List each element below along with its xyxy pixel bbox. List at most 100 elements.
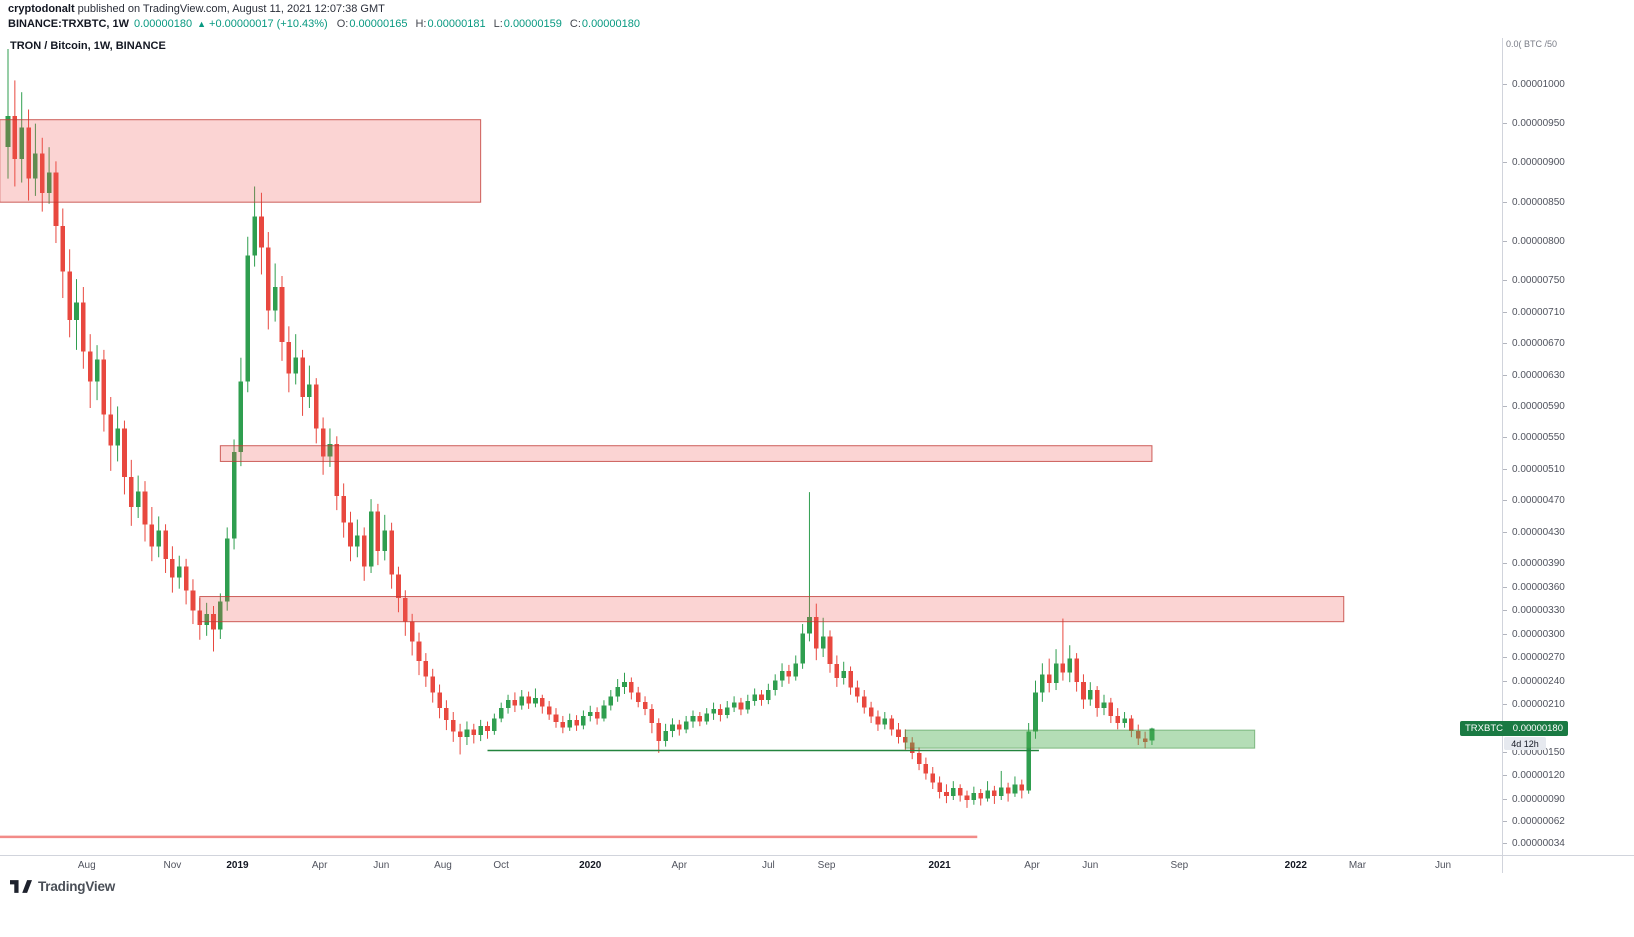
ohlc-key: H: (415, 18, 427, 30)
price-axis[interactable]: 0.00001000 0.00000950 0.00000900 0.00000850… (1502, 38, 1634, 873)
candle-body (39, 153, 45, 193)
candle-body (348, 522, 353, 547)
price-axis-label: 0.00000510 (1503, 463, 1565, 475)
candle-body (1108, 702, 1114, 716)
candle-body (334, 444, 340, 496)
axis-tick (1503, 201, 1507, 203)
candle-body (964, 795, 970, 801)
candle-body (1046, 674, 1052, 683)
time-axis-label: Sep (1170, 860, 1189, 871)
price-axis-label: 0.00000150 (1503, 746, 1565, 758)
candle-body (1101, 702, 1107, 709)
candle-body (389, 530, 394, 575)
candle-body (423, 660, 429, 677)
time-axis-label: Jun (1082, 860, 1099, 871)
candle-body (1115, 715, 1120, 724)
tradingview-logo-link[interactable]: TradingView (10, 879, 115, 894)
candle-body (492, 718, 497, 731)
candle-body (868, 707, 874, 717)
candle-body (327, 444, 333, 457)
candle-body (1081, 682, 1086, 700)
candle-body (779, 671, 785, 681)
symbol-title: BINANCE:TRXBTC, 1W (8, 18, 129, 30)
candle-body (286, 342, 292, 374)
candle-body (759, 694, 764, 701)
axis-tick (1503, 775, 1507, 777)
candle-body (1053, 663, 1059, 683)
candle-body (670, 724, 675, 731)
price-axis-label: 0.00000330 (1503, 605, 1565, 617)
candle-body (875, 716, 881, 725)
candle-body (218, 601, 223, 630)
candle-body (1142, 738, 1148, 742)
price-axis-label: 0.00000120 (1503, 770, 1565, 782)
candle-body (1122, 718, 1127, 724)
candle-body (163, 530, 168, 559)
candle-body (272, 287, 278, 311)
candle-body (800, 633, 805, 664)
candle-body (341, 495, 346, 523)
candle-body (101, 359, 107, 415)
candle-body (1033, 692, 1038, 732)
candle-body (129, 477, 134, 507)
candle-body (766, 690, 771, 701)
candle-body (224, 538, 230, 602)
ohlc-key: C: (569, 18, 581, 30)
candle-body (1067, 658, 1073, 673)
candle-body (855, 687, 860, 697)
candle-body (711, 708, 716, 714)
candlestick-chart[interactable] (0, 0, 1502, 873)
candle-body (916, 752, 922, 764)
candle-body (574, 719, 579, 726)
byline: cryptodonalt published on TradingView.co… (8, 3, 385, 15)
price-axis-label: 0.00000210 (1503, 699, 1565, 711)
candle-body (485, 726, 490, 731)
candle-body (170, 558, 175, 578)
candle-body (635, 692, 641, 702)
candle-body (300, 357, 305, 398)
candle-body (87, 351, 93, 382)
axis-tick (1503, 280, 1507, 282)
candle-body (53, 172, 59, 226)
candle-body (26, 127, 31, 179)
last-price-badge: TRXBTC 0.00000180 (1460, 721, 1568, 737)
badge-symbol: TRXBTC (1465, 723, 1503, 735)
axis-tick (1503, 437, 1507, 439)
axis-tick (1503, 820, 1507, 822)
candle-body (266, 247, 271, 311)
price-axis-label: 0.00000950 (1503, 118, 1565, 130)
candle-body (512, 700, 518, 706)
last-price: 0.00000180 (134, 18, 193, 30)
candle-body (861, 696, 867, 708)
candle-body (992, 790, 997, 797)
candle-body (430, 676, 435, 693)
time-axis-label: 2022 (1284, 860, 1307, 871)
time-axis-label: Jul (761, 860, 775, 871)
price-axis-label: 0.00000550 (1503, 432, 1565, 444)
candle-body (437, 692, 442, 709)
price-axis-label: 0.00000800 (1503, 235, 1565, 247)
candle-body (745, 701, 751, 710)
author-name: cryptodonalt (8, 3, 75, 15)
candle-body (60, 225, 66, 272)
candle-body (677, 724, 682, 730)
axis-tick (1503, 680, 1507, 682)
candle-body (135, 491, 141, 507)
candle-body (238, 381, 244, 452)
candle-body (1040, 674, 1045, 693)
candle-body (457, 731, 463, 738)
candle-body (478, 726, 483, 735)
time-axis[interactable]: Aug Nov 2019 Apr Jun Aug Oct 2020 Apr Jul Sep 2021 A… (0, 855, 1634, 874)
axis-tick (1503, 343, 1507, 345)
candle-body (464, 729, 470, 738)
candle-body (279, 287, 285, 343)
time-axis-label: Apr (1024, 860, 1040, 871)
candle-body (793, 663, 799, 677)
candle-body (252, 216, 257, 256)
axis-tick (1503, 468, 1507, 470)
candle-body (94, 359, 100, 382)
time-axis-label: 2021 (928, 860, 951, 871)
candle-body (361, 535, 367, 567)
candle-body (444, 708, 449, 720)
candle-body (1026, 731, 1031, 791)
